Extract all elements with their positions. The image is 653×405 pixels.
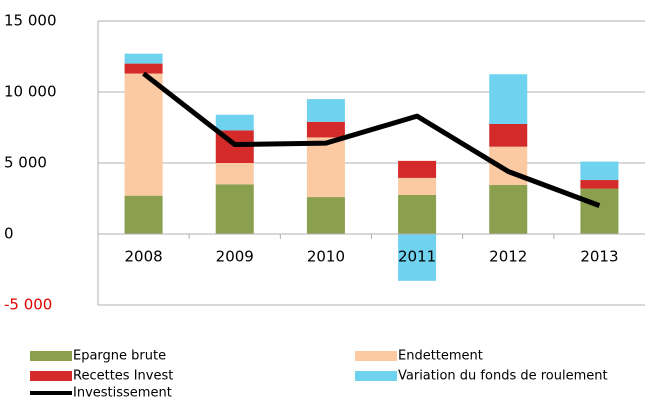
y-tick-label: -5 000 bbox=[4, 296, 52, 314]
bar-segment bbox=[489, 74, 528, 124]
bar-segment bbox=[124, 73, 163, 196]
x-tick-label: 2013 bbox=[580, 248, 618, 266]
legend-swatch bbox=[355, 371, 397, 381]
legend-swatch bbox=[30, 351, 72, 361]
bar-segment bbox=[306, 121, 345, 138]
bar-segment bbox=[398, 234, 437, 281]
legend-label: Variation du fonds de roulement bbox=[398, 369, 608, 384]
bar-segment bbox=[580, 188, 619, 234]
bar-segment bbox=[580, 180, 619, 189]
x-tick-label: 2010 bbox=[307, 248, 345, 266]
bar-segment bbox=[215, 163, 254, 185]
y-tick-label: 10 000 bbox=[4, 83, 57, 101]
x-tick-label: 2009 bbox=[216, 248, 254, 266]
line-series bbox=[142, 71, 601, 208]
bar-segment bbox=[398, 194, 437, 234]
bar-segment bbox=[580, 161, 619, 181]
legend-label: Investissement bbox=[73, 386, 172, 401]
bar-segment bbox=[124, 53, 163, 64]
bar-segment bbox=[215, 184, 254, 234]
bar-segment bbox=[215, 114, 254, 131]
legend-label: Epargne brute bbox=[73, 349, 166, 364]
bar-segment bbox=[489, 185, 528, 234]
y-tick-label: 15 000 bbox=[4, 12, 57, 30]
y-tick-label: 0 bbox=[4, 225, 14, 243]
legend-swatch bbox=[30, 371, 72, 381]
bar-segment bbox=[489, 123, 528, 147]
legend-swatch bbox=[355, 351, 397, 361]
bar-segment bbox=[306, 197, 345, 234]
bar-segment bbox=[398, 160, 437, 178]
bar-segment bbox=[124, 195, 163, 234]
x-tick-label: 2008 bbox=[124, 248, 162, 266]
bar-segment bbox=[398, 177, 437, 195]
bar-segment bbox=[306, 137, 345, 198]
bar-segment bbox=[306, 99, 345, 122]
legend-label: Recettes Invest bbox=[73, 369, 173, 384]
legend-label: Endettement bbox=[398, 349, 483, 364]
x-tick-label: 2012 bbox=[489, 248, 527, 266]
bar-segment bbox=[124, 63, 163, 74]
x-tick-label: 2011 bbox=[398, 248, 436, 266]
y-tick-label: 5 000 bbox=[4, 154, 47, 172]
